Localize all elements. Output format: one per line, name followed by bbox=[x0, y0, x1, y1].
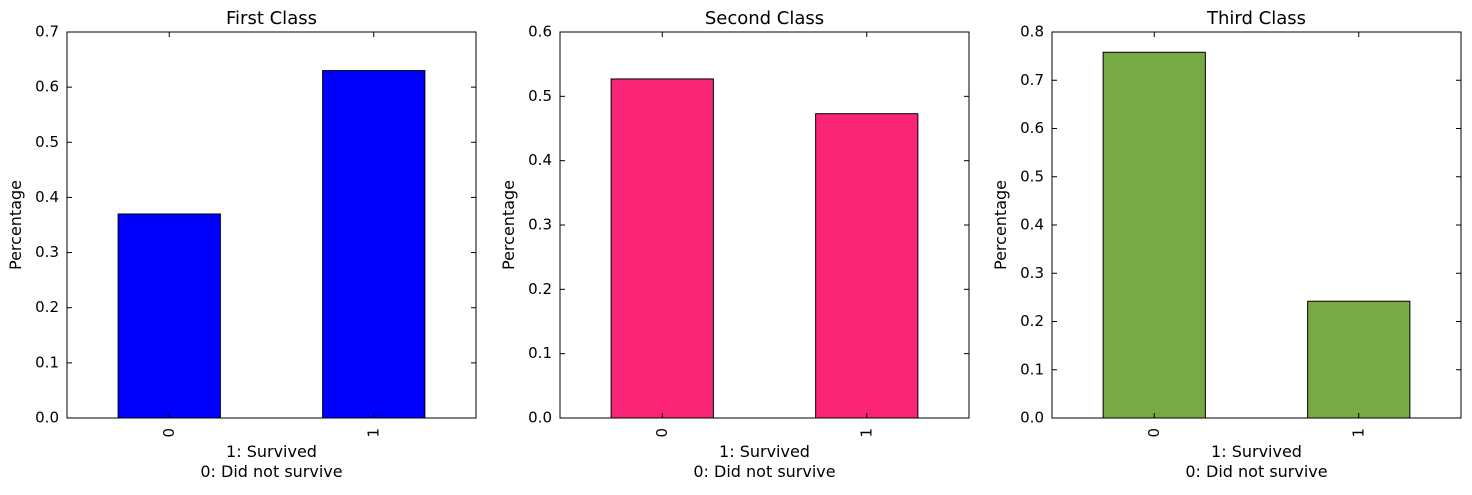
y-tick-label: 0.7 bbox=[1020, 71, 1044, 89]
bar-0 bbox=[1102, 51, 1206, 419]
y-tick-label: 0.8 bbox=[1020, 23, 1044, 41]
y-tick-label: 0.1 bbox=[1020, 360, 1044, 378]
y-tick-label: 0.3 bbox=[528, 216, 552, 234]
y-tick-label: 0.3 bbox=[35, 243, 59, 261]
chart-title: Third Class bbox=[1206, 8, 1306, 29]
y-tick-label: 0.1 bbox=[35, 353, 59, 371]
x-tick-label: 1 bbox=[364, 428, 382, 438]
y-tick-label: 0.5 bbox=[528, 87, 552, 105]
x-axis-label-line: 0: Did not survive bbox=[200, 462, 342, 481]
x-axis-label-line: 1: Survived bbox=[226, 442, 317, 461]
y-axis-label: Percentage bbox=[991, 180, 1010, 270]
y-tick-label: 0.4 bbox=[528, 151, 552, 169]
x-tick-label: 0 bbox=[1145, 428, 1163, 438]
y-tick-label: 0.2 bbox=[1020, 312, 1044, 330]
x-tick-label: 1 bbox=[1349, 428, 1367, 438]
bar-1 bbox=[815, 113, 919, 419]
y-tick-label: 0.4 bbox=[35, 188, 59, 206]
y-tick-label: 0.6 bbox=[528, 23, 552, 41]
axes-frame bbox=[559, 31, 970, 419]
y-tick-label: 0.0 bbox=[35, 409, 59, 427]
x-tick-label: 1 bbox=[857, 428, 875, 438]
axes-frame bbox=[1051, 31, 1462, 419]
chart-title: Second Class bbox=[705, 8, 824, 29]
bar-0 bbox=[117, 213, 221, 419]
y-tick-label: 0.2 bbox=[528, 280, 552, 298]
x-tick-label: 0 bbox=[160, 428, 178, 438]
y-tick-label: 0.2 bbox=[35, 298, 59, 316]
y-tick-label: 0.5 bbox=[35, 133, 59, 151]
bar-0 bbox=[610, 78, 714, 419]
y-tick-label: 0.7 bbox=[35, 23, 59, 41]
x-axis-label-line: 0: Did not survive bbox=[693, 462, 835, 481]
y-tick-label: 0.3 bbox=[1020, 264, 1044, 282]
y-axis-label: Percentage bbox=[499, 180, 518, 270]
x-tick-label: 0 bbox=[653, 428, 671, 438]
bar-1 bbox=[322, 70, 426, 419]
y-tick-label: 0.5 bbox=[1020, 167, 1044, 185]
chart-title: First Class bbox=[226, 8, 317, 29]
chart-panel-3: 0 1 0.0 0.1 0.2 0.3 0.4 0.5 0.6 0.7 0.8 Third Class… bbox=[991, 8, 1462, 481]
x-axis-label-line: 1: Survived bbox=[1211, 442, 1302, 461]
y-tick-label: 0.6 bbox=[1020, 119, 1044, 137]
x-axis-label-line: 0: Did not survive bbox=[1185, 462, 1327, 481]
y-tick-label: 0.1 bbox=[528, 344, 552, 362]
bar-1 bbox=[1307, 300, 1411, 419]
y-axis-label: Percentage bbox=[6, 180, 25, 270]
y-tick-label: 0.4 bbox=[1020, 216, 1044, 234]
axes-frame bbox=[66, 31, 477, 419]
chart-panel-1: 0 1 0.0 0.1 0.2 0.3 0.4 0.5 0.6 0.7 First Class 1: … bbox=[6, 8, 477, 481]
y-tick-label: 0.0 bbox=[1020, 409, 1044, 427]
y-tick-label: 0.6 bbox=[35, 78, 59, 96]
x-axis-label-line: 1: Survived bbox=[719, 442, 810, 461]
chart-panel-2: 0 1 0.0 0.1 0.2 0.3 0.4 0.5 0.6 Second Class 1: Su… bbox=[499, 8, 970, 481]
y-tick-label: 0.0 bbox=[528, 409, 552, 427]
